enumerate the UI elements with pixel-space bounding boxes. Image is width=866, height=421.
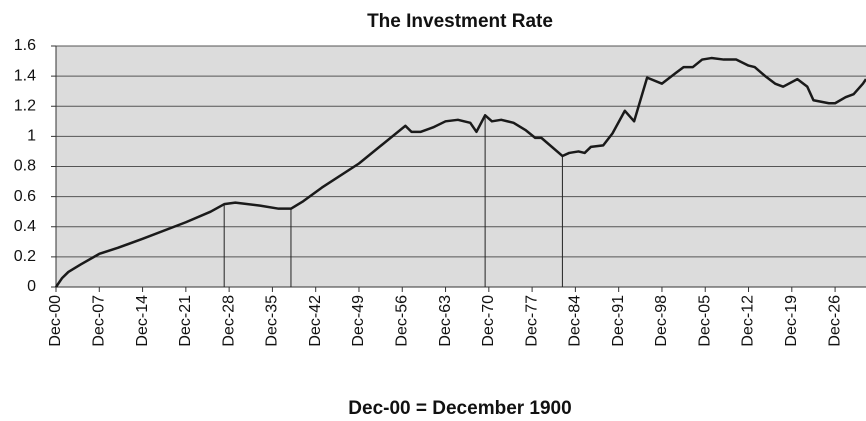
x-tick-label: Dec-14 [134, 295, 151, 347]
x-tick-label: Dec-63 [437, 295, 454, 347]
x-tick-label: Dec-05 [696, 295, 713, 347]
x-tick-label: Dec-77 [523, 295, 540, 347]
y-tick-label: 0.4 [14, 218, 36, 235]
x-tick-label: Dec-84 [567, 295, 584, 347]
y-tick-label: 1.4 [14, 67, 36, 84]
x-axis-label: Dec-00 = December 1900 [348, 398, 571, 419]
y-tick-label: 0 [27, 278, 36, 295]
chart-title: The Investment Rate [367, 11, 553, 32]
y-tick-label: 1.6 [14, 37, 36, 54]
line [54, 56, 866, 288]
y-tick-label: 0.8 [14, 158, 36, 175]
x-tick-label: Dec-26 [826, 295, 843, 347]
x-tick-label: Dec-35 [264, 295, 281, 347]
x-tick-label: Dec-49 [350, 295, 367, 347]
y-tick-label: 1.2 [14, 97, 36, 114]
x-tick-label: Dec-56 [393, 295, 410, 347]
x-tick-label: Dec-21 [177, 295, 194, 347]
x-tick-label: Dec-19 [783, 295, 800, 347]
y-tick-label: 1 [27, 128, 36, 145]
y-tick-label: 0.2 [14, 248, 36, 265]
x-tick-label: Dec-42 [307, 295, 324, 347]
x-tick-label: Dec-07 [91, 295, 108, 347]
x-tick-label: Dec-91 [610, 295, 627, 347]
x-tick-label: Dec-98 [653, 295, 670, 347]
y-tick-label: 0.6 [14, 188, 36, 205]
x-tick-label: Dec-70 [480, 295, 497, 347]
x-tick-label: Dec-12 [740, 295, 757, 347]
x-tick-label: Dec-28 [220, 295, 237, 347]
x-tick-label: Dec-00 [47, 295, 64, 347]
